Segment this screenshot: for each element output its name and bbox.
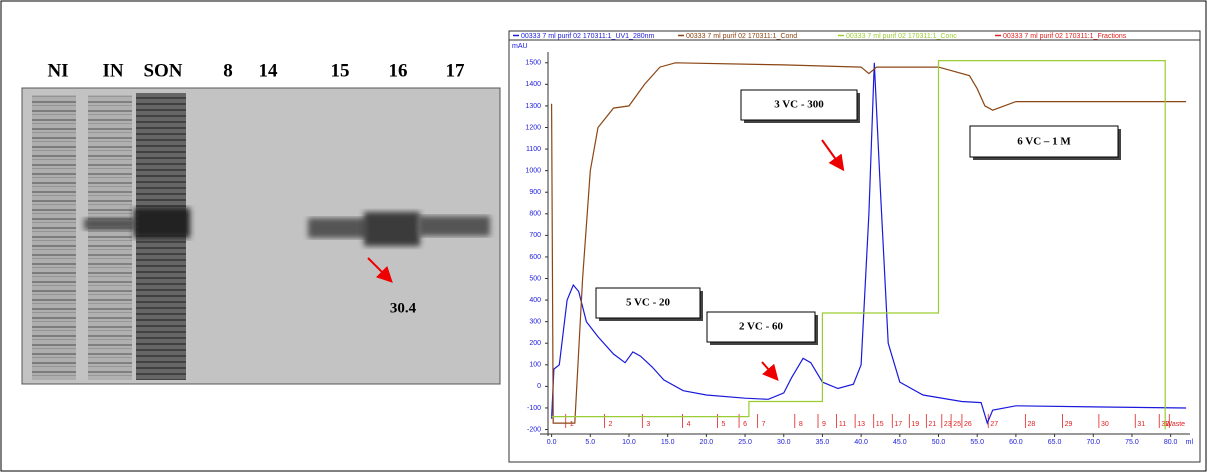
y-tick-label: 100 xyxy=(529,362,541,369)
annotation: 5 VC - 20 xyxy=(626,297,671,309)
fraction-label: 19 xyxy=(911,421,919,428)
y-tick-label: 400 xyxy=(529,297,541,304)
fraction-label: 9 xyxy=(822,421,826,428)
x-tick-label: 20.0 xyxy=(700,439,714,446)
x-tick-label: 70.0 xyxy=(1086,439,1100,446)
legend-label: 00333 7 ml purif 02 170311:1_UV1_280nm xyxy=(521,33,655,40)
fraction-label: 13 xyxy=(857,421,865,428)
gel-image xyxy=(22,88,500,384)
figure-canvas: NIINSON814151617 30.4 mAU ml -200-100010… xyxy=(0,0,1207,472)
fraction-label: 29 xyxy=(1065,421,1073,428)
y-axis-label: mAU xyxy=(512,43,528,50)
y-tick-label: 900 xyxy=(529,189,541,196)
y-tick-label: -200 xyxy=(527,426,541,433)
y-tick-label: 1000 xyxy=(525,167,541,174)
y-tick-label: 300 xyxy=(529,319,541,326)
x-tick-label: 25.0 xyxy=(738,439,752,446)
band-annotation: 30.4 xyxy=(390,300,417,316)
fraction-label: 21 xyxy=(928,421,936,428)
legend-label: 00333 7 ml purif 02 170311:1_Conc xyxy=(846,33,957,40)
fraction-label: 25 xyxy=(953,421,961,428)
legend-label: 00333 7 ml purif 02 170311:1_Cond xyxy=(686,33,797,40)
x-tick-label: 80.0 xyxy=(1164,439,1178,446)
x-tick-label: 45.0 xyxy=(893,439,907,446)
lane-label: SON xyxy=(143,60,182,81)
fraction-label: 17 xyxy=(894,421,902,428)
x-tick-label: 10.0 xyxy=(622,439,636,446)
x-tick-label: 50.0 xyxy=(932,439,946,446)
fraction-label: 3 xyxy=(646,421,650,428)
figure: NIINSON814151617 30.4 mAU ml -200-100010… xyxy=(0,0,1207,472)
y-tick-label: 0 xyxy=(537,383,541,390)
y-tick-label: 500 xyxy=(529,275,541,282)
x-tick-label: 55.0 xyxy=(970,439,984,446)
x-tick-label: 30.0 xyxy=(777,439,791,446)
fraction-label: 5 xyxy=(721,421,725,428)
y-tick-label: 700 xyxy=(529,232,541,239)
annotation: 2 VC - 60 xyxy=(739,321,784,333)
fraction-label: 1 xyxy=(570,421,574,428)
x-tick-label: 75.0 xyxy=(1125,439,1139,446)
fraction-label: Waste xyxy=(1166,421,1186,428)
fraction-label: 31 xyxy=(1137,421,1145,428)
annotation: 3 VC - 300 xyxy=(774,99,824,111)
fraction-label: 7 xyxy=(762,421,766,428)
fraction-label: 11 xyxy=(839,421,846,428)
lane-label: IN xyxy=(102,60,123,81)
fraction-label: 2 xyxy=(608,421,612,428)
lane-label: 16 xyxy=(389,60,408,81)
x-tick-label: 0.0 xyxy=(547,439,557,446)
x-tick-label: 65.0 xyxy=(1048,439,1062,446)
fraction-label: 15 xyxy=(876,421,884,428)
y-tick-label: 1300 xyxy=(525,103,541,110)
y-tick-label: 1500 xyxy=(525,60,541,67)
legend-label: 00333 7 ml purif 02 170311:1_Fractions xyxy=(1003,33,1127,40)
lane-label: 17 xyxy=(446,60,466,81)
x-tick-label: 5.0 xyxy=(585,439,595,446)
fraction-label: 8 xyxy=(799,421,803,428)
y-tick-label: 800 xyxy=(529,211,541,218)
lane-label: 14 xyxy=(259,60,279,81)
x-tick-label: 60.0 xyxy=(1009,439,1023,446)
fraction-label: 23 xyxy=(944,421,952,428)
fraction-label: 30 xyxy=(1101,421,1109,428)
y-tick-label: 1200 xyxy=(525,124,541,131)
x-tick-label: 15.0 xyxy=(661,439,675,446)
y-tick-label: 1400 xyxy=(525,81,541,88)
y-tick-label: 200 xyxy=(529,340,541,347)
fraction-label: 27 xyxy=(990,421,998,428)
x-axis-label: ml xyxy=(1186,439,1194,446)
y-tick-label: 1100 xyxy=(526,146,541,153)
x-tick-label: 40.0 xyxy=(854,439,868,446)
fraction-label: 28 xyxy=(1027,421,1035,428)
lane-label: NI xyxy=(47,60,68,81)
annotation: 6 VC – 1 M xyxy=(1017,136,1071,148)
y-tick-label: 600 xyxy=(529,254,541,261)
lane-label: 8 xyxy=(223,60,233,81)
fraction-label: 4 xyxy=(687,421,691,428)
fraction-label: 26 xyxy=(964,421,972,428)
y-tick-label: -100 xyxy=(527,405,541,412)
fraction-label: 6 xyxy=(743,421,747,428)
lane-label: 15 xyxy=(331,60,350,81)
x-tick-label: 35.0 xyxy=(816,439,830,446)
